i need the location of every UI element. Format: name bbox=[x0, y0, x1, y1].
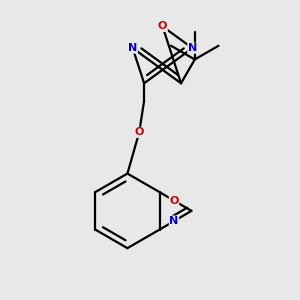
Text: N: N bbox=[169, 216, 178, 226]
Text: O: O bbox=[158, 21, 167, 32]
Text: O: O bbox=[169, 196, 179, 206]
Text: O: O bbox=[134, 127, 144, 137]
Text: N: N bbox=[188, 43, 197, 53]
Text: N: N bbox=[128, 43, 137, 53]
